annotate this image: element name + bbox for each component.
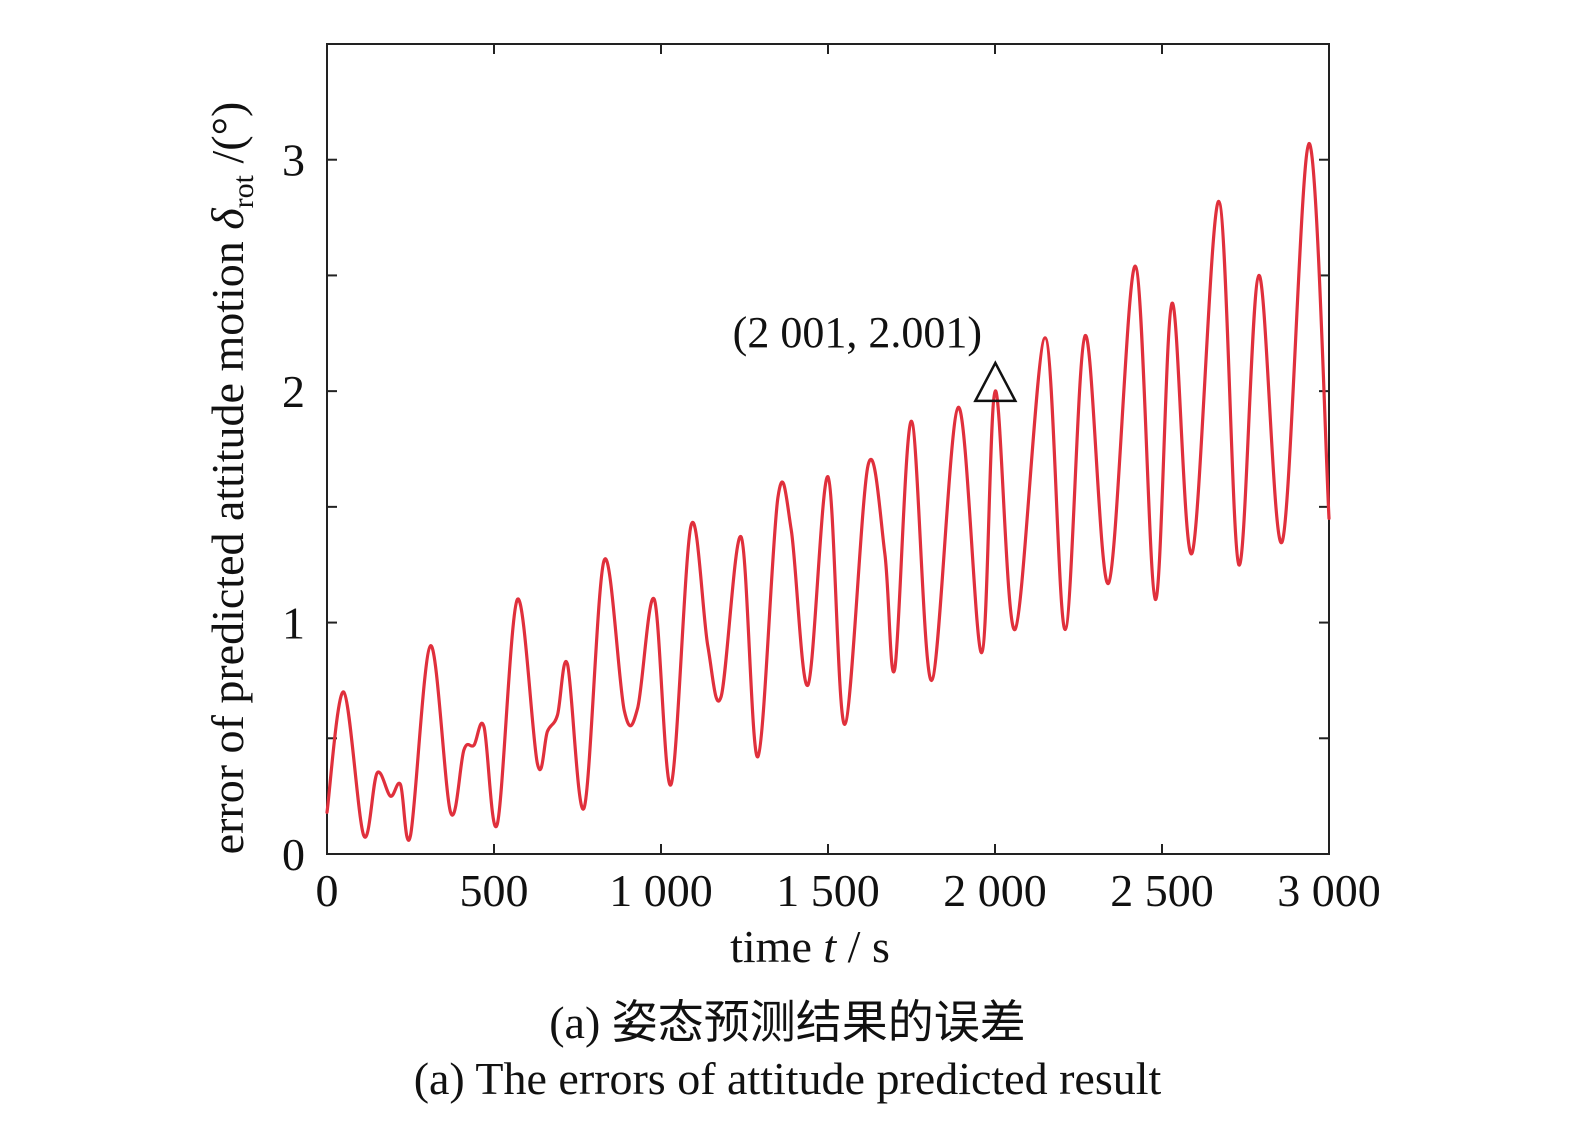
caption-chinese: (a) 姿态预测结果的误差 bbox=[549, 997, 1026, 1048]
series-line bbox=[325, 141, 1331, 842]
y-tick-label: 2 bbox=[282, 366, 305, 417]
y-tick-label: 1 bbox=[282, 598, 305, 649]
annotation-label: (2 001, 2.001) bbox=[733, 308, 982, 357]
x-tick-label: 1 000 bbox=[609, 865, 713, 916]
x-tick-label: 500 bbox=[460, 865, 529, 916]
x-tick-label: 2 000 bbox=[943, 865, 1047, 916]
y-tick-label: 3 bbox=[282, 135, 305, 186]
axis-tick-labels: 0 500 1 000 1 500 2 000 2 500 3 000 0 1 2 3 bbox=[282, 135, 1381, 916]
axis-ticks bbox=[326, 43, 1330, 855]
x-tick-label: 3 000 bbox=[1277, 865, 1381, 916]
x-tick-label: 0 bbox=[316, 865, 339, 916]
y-tick-label: 0 bbox=[282, 829, 305, 880]
annotation-triangle-marker bbox=[973, 360, 1018, 403]
caption-english: (a) The errors of attitude predicted res… bbox=[413, 1053, 1162, 1104]
x-tick-label: 2 500 bbox=[1110, 865, 1214, 916]
x-tick-label: 1 500 bbox=[776, 865, 880, 916]
attitude-error-chart: 0 500 1 000 1 500 2 000 2 500 3 000 0 1 2 3 (2 001… bbox=[202, 43, 1381, 972]
y-axis-label: error of predicted attitude motion δrot … bbox=[202, 102, 260, 855]
x-axis-label: time t / s bbox=[730, 921, 890, 972]
